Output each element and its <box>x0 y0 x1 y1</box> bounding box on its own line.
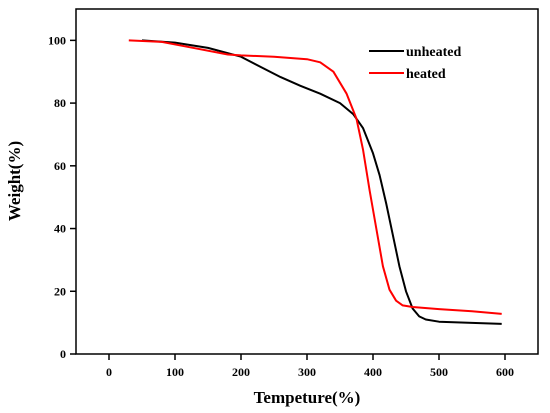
x-tick-label-4: 400 <box>364 365 382 379</box>
legend: unheated heated <box>369 45 461 82</box>
y-axis-title: Weight(%) <box>5 141 24 221</box>
plot-frame <box>75 8 539 355</box>
series-line-unheated <box>141 39 502 325</box>
x-tick-label-5: 500 <box>430 365 448 379</box>
series-line-heated <box>128 39 502 315</box>
y-tick-label-3: 60 <box>54 159 66 173</box>
y-tick-label-2: 40 <box>54 222 66 236</box>
x-tick-label-0: 0 <box>106 365 112 379</box>
legend-label-unheated: unheated <box>406 45 461 60</box>
x-tick-label-3: 300 <box>298 365 316 379</box>
x-tick-label-6: 600 <box>496 365 514 379</box>
y-tick-label-0: 0 <box>60 347 66 361</box>
legend-label-heated: heated <box>406 67 446 82</box>
y-tick-label-5: 100 <box>48 33 66 47</box>
y-tick-label-1: 20 <box>54 284 66 298</box>
x-tick-label-2: 200 <box>232 365 250 379</box>
x-axis: 0 100 200 300 400 500 600 <box>106 354 514 379</box>
y-tick-label-4: 80 <box>54 96 66 110</box>
y-axis: 0 20 40 60 80 100 <box>48 33 76 361</box>
x-axis-title: Tempeture(%) <box>254 388 361 407</box>
x-tick-label-1: 100 <box>166 365 184 379</box>
series-lines <box>128 39 502 325</box>
